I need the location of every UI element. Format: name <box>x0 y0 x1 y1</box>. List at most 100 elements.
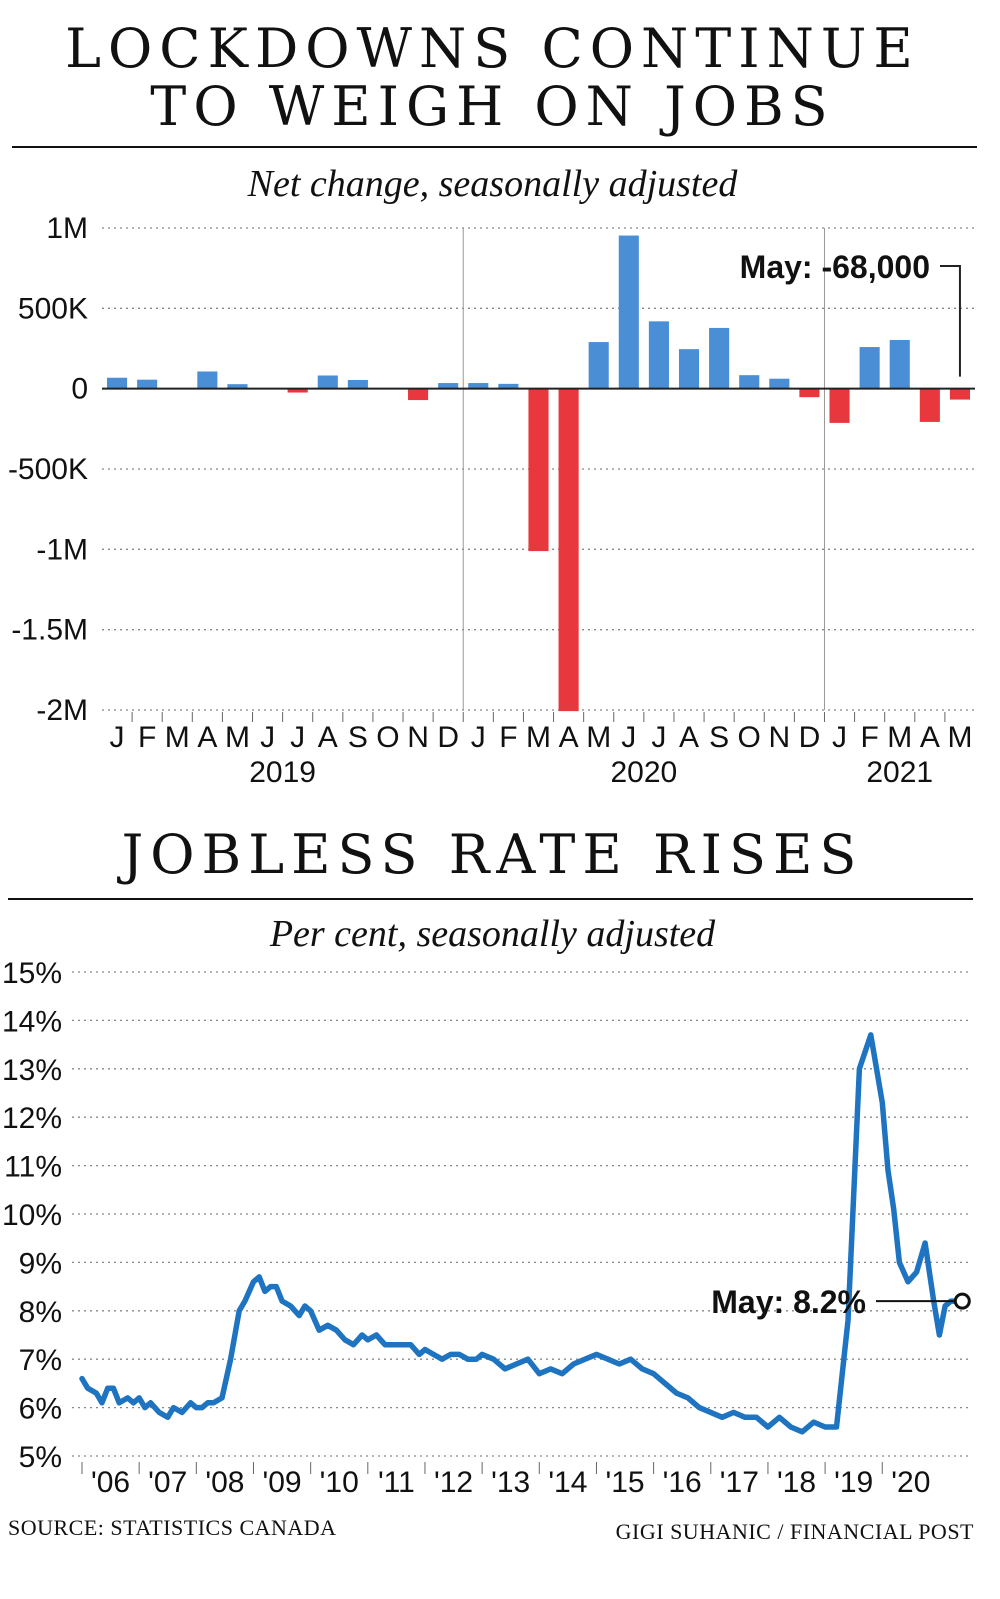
x-tick-label: N <box>407 721 429 754</box>
x-tick-label: M <box>165 721 190 754</box>
bar <box>227 384 248 389</box>
y-tick-label: 7% <box>19 1344 62 1377</box>
may-endpoint-marker <box>953 1292 971 1310</box>
x-tick-label: D <box>799 721 821 754</box>
bar <box>588 342 609 389</box>
y-tick-label: 11% <box>4 1151 62 1184</box>
y-tick-label: -2M <box>36 694 88 727</box>
bottom-chart-subtitle: Per cent, seasonally adjusted <box>269 913 716 955</box>
top-chart-title: LOCKDOWNS CONTINUE TO WEIGH ON JOBS <box>0 20 985 136</box>
x-tick-label: M <box>947 721 972 754</box>
x-tick-label: J <box>260 721 275 754</box>
bar <box>829 388 850 423</box>
x-tick-label: A <box>679 721 699 754</box>
bar <box>859 347 880 389</box>
x-tick-label: F <box>860 721 878 754</box>
bar <box>678 349 700 389</box>
y-tick-label: 500K <box>18 292 88 325</box>
x-tick-label: F <box>499 721 517 754</box>
bar <box>408 388 429 401</box>
author-credit: GIGI SUHANIC / FINANCIAL POST <box>615 1519 974 1544</box>
y-tick-label: -500K <box>8 453 88 486</box>
y-tick-label: -1.5M <box>11 614 88 647</box>
bar <box>648 321 669 389</box>
y-tick-label: 6% <box>19 1393 62 1426</box>
x-tick-label: A <box>318 721 338 754</box>
bar <box>618 235 639 389</box>
bar <box>528 388 549 552</box>
x-tick-label: '20 <box>891 1466 930 1499</box>
bar <box>558 388 579 712</box>
y-tick-label: 8% <box>19 1296 62 1329</box>
y-tick-label: 10% <box>2 1199 62 1232</box>
x-tick-label: A <box>920 721 940 754</box>
y-tick-label: 14% <box>2 1005 62 1038</box>
x-tick-label: J <box>290 721 305 754</box>
x-tick-label: A <box>559 721 579 754</box>
x-tick-label: J <box>471 721 486 754</box>
x-tick-label: '15 <box>605 1466 644 1499</box>
bar <box>347 379 368 389</box>
bar <box>197 371 218 389</box>
x-tick-label: M <box>225 721 250 754</box>
x-tick-label: '13 <box>491 1466 530 1499</box>
x-tick-label: O <box>738 721 761 754</box>
x-tick-label: F <box>138 721 156 754</box>
top-title-line2: TO WEIGH ON JOBS <box>150 75 835 138</box>
x-tick-label: '08 <box>205 1466 244 1499</box>
x-tick-label: '12 <box>434 1466 473 1499</box>
y-tick-label: 0 <box>71 373 88 406</box>
x-tick-label: A <box>197 721 217 754</box>
x-tick-label: '18 <box>777 1466 816 1499</box>
x-tick-label: '17 <box>720 1466 759 1499</box>
y-tick-label: 15% <box>2 957 62 990</box>
y-tick-label: 13% <box>2 1054 62 1087</box>
x-tick-label: '07 <box>148 1466 187 1499</box>
bar <box>317 375 338 389</box>
x-tick-label: '16 <box>663 1466 702 1499</box>
x-tick-label: '09 <box>263 1466 302 1499</box>
x-tick-label: J <box>832 721 847 754</box>
bar <box>498 383 519 389</box>
y-tick-label: 9% <box>19 1247 62 1280</box>
top-title-rule <box>12 146 977 148</box>
bar <box>739 375 760 389</box>
bar <box>709 327 730 389</box>
x-tick-label: M <box>586 721 611 754</box>
may-annotation-label: May: -68,000 <box>740 249 930 285</box>
x-tick-label: '06 <box>91 1466 130 1499</box>
x-tick-label: J <box>621 721 636 754</box>
jobless-rate-line <box>79 1032 966 1435</box>
x-tick-label: O <box>376 721 399 754</box>
year-label: 2019 <box>249 756 316 789</box>
bar <box>889 339 910 389</box>
y-tick-label: 1M <box>46 212 88 245</box>
y-tick-label: 5% <box>19 1441 62 1474</box>
bottom-chart-title: JOBLESS RATE RISES <box>121 823 864 886</box>
source-credit: SOURCE: STATISTICS CANADA <box>8 1515 337 1540</box>
bar <box>287 388 308 393</box>
bar <box>107 377 128 389</box>
x-tick-label: M <box>526 721 551 754</box>
bar <box>438 383 459 389</box>
bottom-title-rule <box>8 898 973 900</box>
x-tick-label: S <box>348 721 368 754</box>
x-tick-label: '19 <box>834 1466 873 1499</box>
bar <box>137 379 158 389</box>
x-tick-label: '10 <box>320 1466 359 1499</box>
x-tick-label: S <box>709 721 729 754</box>
year-label: 2020 <box>610 756 677 789</box>
x-tick-label: N <box>768 721 790 754</box>
x-tick-label: '14 <box>548 1466 587 1499</box>
top-chart-subtitle: Net change, seasonally adjusted <box>247 163 738 205</box>
y-tick-label: -1M <box>36 533 88 566</box>
may-annotation-label: May: 8.2% <box>711 1284 866 1320</box>
bar <box>919 388 940 422</box>
x-tick-label: '11 <box>378 1466 415 1499</box>
x-tick-label: M <box>887 721 912 754</box>
bar <box>468 383 489 389</box>
x-tick-label: D <box>437 721 459 754</box>
bar <box>949 388 970 400</box>
